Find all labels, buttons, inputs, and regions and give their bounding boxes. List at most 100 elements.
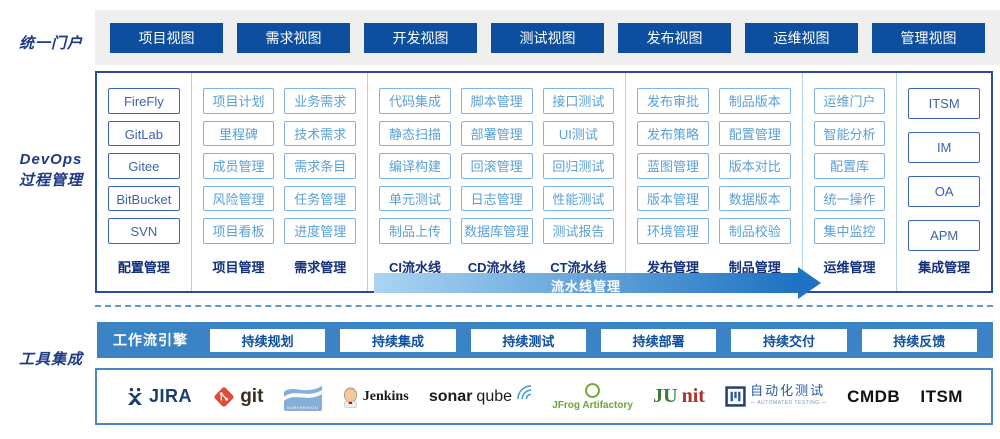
automated-testing-icon xyxy=(725,386,746,407)
itsm-logo: ITSM xyxy=(920,387,963,407)
jira-mark-icon xyxy=(125,387,145,407)
module-group: 代码集成 静态扫描 编译构建 单元测试 制品上传 CI流水线 脚本管理 部署管理 回滚管理 日志管… xyxy=(367,73,625,291)
feature-box: 编译构建 xyxy=(379,153,451,179)
module-items: 发布审批 发布策略 蓝图管理 版本管理 环境管理 xyxy=(637,88,709,251)
module-items: 脚本管理 部署管理 回滚管理 日志管理 数据库管理 xyxy=(460,88,533,251)
column-title: 项目管理 xyxy=(212,260,265,275)
devops-process-label-line2: 过程管理 xyxy=(18,172,83,189)
feature-box: 蓝图管理 xyxy=(637,153,709,179)
column-title: CD流水线 xyxy=(467,260,526,275)
subversion-logo-text: SUBVERSION xyxy=(286,404,319,410)
jenkins-butler-icon xyxy=(342,385,359,409)
column-title: CI流水线 xyxy=(388,260,441,275)
feature-box: 数据版本 xyxy=(718,185,791,212)
module-items: 制品版本 配置管理 版本对比 数据版本 制品校验 xyxy=(718,88,791,251)
automated-testing-cn-text: 自动化测试 xyxy=(750,382,826,398)
devops-process-label: DevOps 过程管理 xyxy=(6,149,96,191)
feature-box: UI测试 xyxy=(542,120,615,147)
module-group: 项目计划 里程碑 成员管理 风险管理 项目看板 项目管理 业务需求 技术需求 需求条目 任务管理进… xyxy=(190,73,367,291)
jfrog-logo-text: JFrog Artifactory xyxy=(552,400,633,411)
jfrog-ring-icon xyxy=(584,382,601,399)
column-title: 运维管理 xyxy=(823,260,876,275)
sonarqube-logo-text-light: qube xyxy=(476,387,513,405)
feature-box: 项目计划 xyxy=(202,88,275,114)
feature-box: BitBucket xyxy=(108,185,180,212)
feature-box: 需求条目 xyxy=(284,153,357,179)
portal-band: 项目视图 需求视图 开发视图 测试视图 发布视图 运维视图 管理视图 xyxy=(95,10,1000,65)
column-title: 发布管理 xyxy=(647,260,700,275)
module-group: ITSM IM OA APM 集成管理 xyxy=(896,73,991,291)
feature-box: 项目看板 xyxy=(202,218,275,244)
feature-box: 配置库 xyxy=(813,153,886,179)
feature-box: ITSM xyxy=(908,88,981,119)
pipeline-arrow: 流水线管理 xyxy=(374,267,821,299)
view-tab[interactable]: 发布视图 xyxy=(618,22,731,53)
unified-portal-label: 统一门户 xyxy=(18,35,83,52)
git-mark-icon xyxy=(212,385,236,409)
column-title: 制品管理 xyxy=(728,260,781,275)
column-title: 配置管理 xyxy=(117,260,170,275)
module-column: 发布审批 发布策略 蓝图管理 版本管理 环境管理 发布管理 xyxy=(632,88,714,291)
view-tab[interactable]: 运维视图 xyxy=(745,22,858,53)
subversion-logo: SUBVERSION xyxy=(283,382,322,411)
stage-button[interactable]: 持续交付 xyxy=(731,328,847,352)
module-group: 运维门户 智能分析 配置库 统一操作 集中监控 运维管理 xyxy=(801,73,897,291)
module-items: 代码集成 静态扫描 编译构建 单元测试 制品上传 xyxy=(379,88,451,251)
module-group: 发布审批 发布策略 蓝图管理 版本管理 环境管理 发布管理 制品版本 配置管理 版本对比 数据版本… xyxy=(625,73,801,291)
automated-testing-texts: 自动化测试 — AUTOMATED TESTING — xyxy=(750,384,827,410)
devops-process-label-line1: DevOps xyxy=(19,151,83,168)
pipeline-arrow-label: 流水线管理 xyxy=(550,279,621,294)
stage-button[interactable]: 持续部署 xyxy=(600,328,717,352)
workflow-engine-label: 工作流引擎 xyxy=(113,332,188,348)
view-tab[interactable]: 需求视图 xyxy=(237,22,350,53)
feature-box: 发布策略 xyxy=(637,120,709,147)
autotest-logo: 自动化测试 — AUTOMATED TESTING — xyxy=(725,384,827,410)
dashed-separator xyxy=(95,305,993,307)
feature-box: 配置管理 xyxy=(718,120,791,147)
feature-box: 成员管理 xyxy=(202,153,275,179)
module-group: FireFly GitLab Gitee BitBucket SVN 配置管理 xyxy=(97,73,191,291)
feature-box: 制品上传 xyxy=(379,218,451,244)
module-column: 运维门户 智能分析 配置库 统一操作 集中监控 运维管理 xyxy=(809,88,891,291)
process-panel: FireFly GitLab Gitee BitBucket SVN 配置管理 项目计划 里程… xyxy=(95,71,993,299)
feature-box: 接口测试 xyxy=(542,88,615,114)
feature-box: 集中监控 xyxy=(813,218,886,244)
view-tab[interactable]: 测试视图 xyxy=(491,22,604,53)
view-tab[interactable]: 管理视图 xyxy=(872,22,985,53)
module-column: FireFly GitLab Gitee BitBucket SVN 配置管理 xyxy=(103,88,185,291)
feature-box: 智能分析 xyxy=(813,120,886,147)
stage-row: 持续规划 持续集成 持续测试 持续部署 持续交付 持续反馈 xyxy=(210,328,977,352)
module-column: 脚本管理 部署管理 回滚管理 日志管理 数据库管理 CD流水线 xyxy=(456,88,538,291)
module-column: 项目计划 里程碑 成员管理 风险管理 项目看板 项目管理 xyxy=(198,88,280,291)
feature-box: 风险管理 xyxy=(202,185,275,212)
feature-box: 日志管理 xyxy=(460,185,533,212)
feature-box: 制品校验 xyxy=(718,218,791,244)
feature-box: 制品版本 xyxy=(718,88,791,114)
module-column: 代码集成 静态扫描 编译构建 单元测试 制品上传 CI流水线 xyxy=(374,88,456,291)
feature-box: 代码集成 xyxy=(379,88,451,114)
feature-box: OA xyxy=(908,176,981,207)
pipeline-arrow-bar xyxy=(374,273,798,293)
feature-box: FireFly xyxy=(108,88,180,114)
feature-box: 任务管理 xyxy=(284,185,357,212)
module-column: 制品版本 配置管理 版本对比 数据版本 制品校验 制品管理 xyxy=(714,88,796,291)
stage-button[interactable]: 持续测试 xyxy=(470,328,586,352)
feature-box: GitLab xyxy=(108,120,180,147)
feature-box: 静态扫描 xyxy=(379,120,451,147)
feature-box: 统一操作 xyxy=(813,185,886,212)
subversion-mark-icon: SUBVERSION xyxy=(283,382,322,411)
feature-box: 回滚管理 xyxy=(460,153,533,179)
stage-button[interactable]: 持续规划 xyxy=(210,328,326,352)
feature-box: 技术需求 xyxy=(284,120,357,147)
feature-box: IM xyxy=(908,132,981,163)
module-items: FireFly GitLab Gitee BitBucket SVN xyxy=(108,88,180,251)
feature-box: 业务需求 xyxy=(284,88,357,114)
stage-button[interactable]: 持续集成 xyxy=(340,328,456,352)
feature-box: 进度管理 xyxy=(284,218,357,244)
view-tab[interactable]: 开发视图 xyxy=(364,22,477,53)
git-logo: git xyxy=(212,385,263,409)
view-tab[interactable]: 项目视图 xyxy=(110,22,223,53)
feature-box: 测试报告 xyxy=(542,218,615,244)
stage-button[interactable]: 持续反馈 xyxy=(861,328,977,352)
